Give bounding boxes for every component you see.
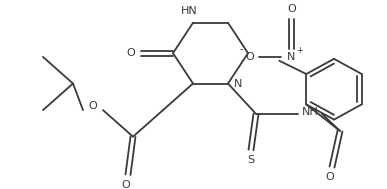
Text: O: O <box>122 180 130 189</box>
Text: O: O <box>245 52 253 62</box>
Text: -: - <box>240 44 243 54</box>
Text: NH: NH <box>301 107 319 117</box>
Text: O: O <box>127 48 135 58</box>
Text: N: N <box>234 78 242 88</box>
Text: N: N <box>287 52 296 62</box>
Text: O: O <box>89 101 98 111</box>
Text: HN: HN <box>181 6 197 16</box>
Text: +: + <box>296 46 303 55</box>
Text: O: O <box>325 173 334 183</box>
Text: S: S <box>247 155 255 165</box>
Text: O: O <box>287 4 296 14</box>
